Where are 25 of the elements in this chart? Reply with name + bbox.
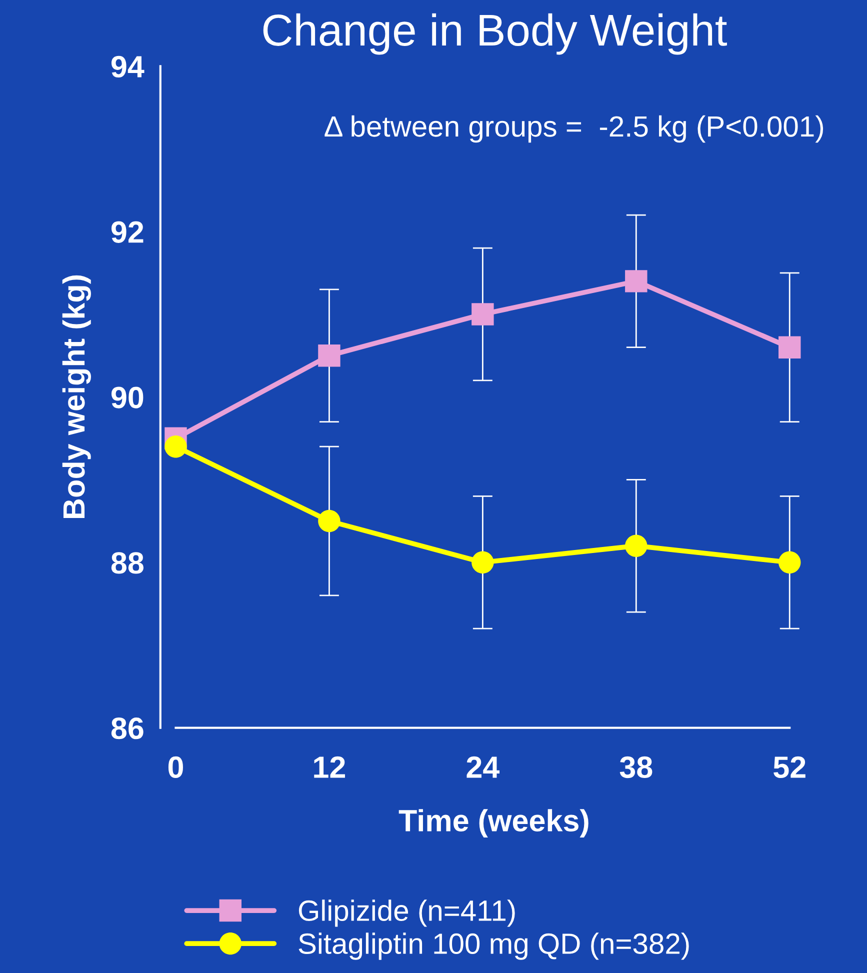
x-tick-label: 0: [168, 756, 183, 778]
y-tick-label: 88: [111, 552, 144, 574]
point: [318, 510, 340, 532]
point: [472, 551, 494, 574]
y-axis-title: Body weight (kg): [62, 275, 91, 518]
x-tick-label: 24: [466, 756, 500, 778]
point: [778, 551, 801, 574]
x-tick-label: 12: [314, 756, 345, 778]
annotation: Δ between groups = -2.5 kg (P<0.001): [324, 115, 824, 143]
x-axis-title: Time (weeks): [398, 809, 588, 838]
point: [472, 303, 494, 326]
legend-label: Sitagliptin 100 mg QD (n=382): [298, 932, 689, 960]
point: [625, 270, 648, 292]
point: [318, 344, 340, 367]
point: [778, 336, 801, 358]
chart-title: Change in Body Weight: [263, 13, 727, 55]
legend-label: Glipizide (n=411): [298, 900, 515, 927]
y-tick-label: 90: [112, 386, 144, 408]
y-tick-label: 92: [112, 221, 144, 243]
point: [625, 534, 648, 557]
x-tick-label: 52: [774, 756, 806, 778]
point: [164, 435, 187, 458]
x-tick-label: 38: [620, 756, 652, 778]
y-tick-label: 86: [111, 718, 144, 740]
y-tick-label: 94: [112, 56, 144, 78]
